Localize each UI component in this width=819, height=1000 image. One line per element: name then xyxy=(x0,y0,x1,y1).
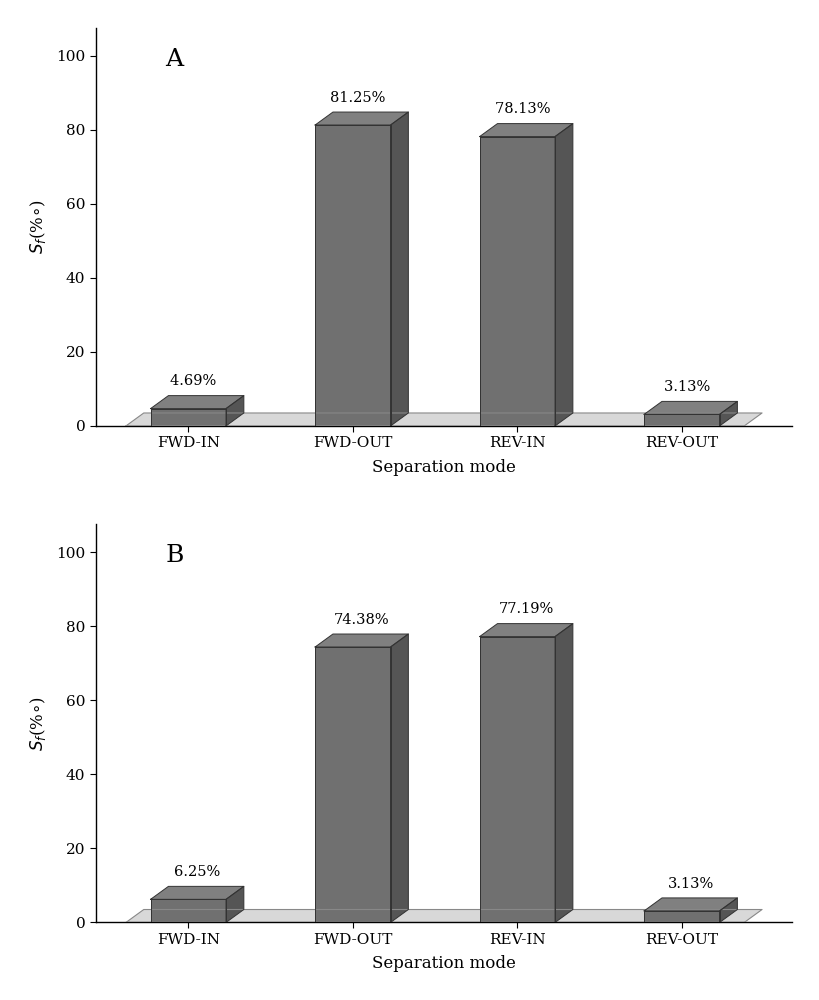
Polygon shape xyxy=(644,898,736,911)
Polygon shape xyxy=(226,886,243,922)
Polygon shape xyxy=(151,899,226,922)
Polygon shape xyxy=(226,396,243,426)
Polygon shape xyxy=(126,413,761,426)
Text: 3.13%: 3.13% xyxy=(663,380,717,394)
X-axis label: Separation mode: Separation mode xyxy=(372,955,515,972)
Polygon shape xyxy=(314,647,390,922)
Polygon shape xyxy=(314,112,408,125)
Polygon shape xyxy=(644,401,736,414)
Text: 4.69%: 4.69% xyxy=(170,374,224,388)
Polygon shape xyxy=(644,911,719,922)
Text: 74.38%: 74.38% xyxy=(333,613,389,627)
Polygon shape xyxy=(479,624,572,637)
Y-axis label: $S_f$(%$\circ$): $S_f$(%$\circ$) xyxy=(28,696,48,751)
Text: A: A xyxy=(165,48,183,71)
Polygon shape xyxy=(151,396,243,409)
Polygon shape xyxy=(314,125,390,426)
Text: 78.13%: 78.13% xyxy=(494,102,557,116)
Polygon shape xyxy=(554,624,572,922)
Polygon shape xyxy=(719,898,736,922)
Text: 6.25%: 6.25% xyxy=(174,865,220,879)
Polygon shape xyxy=(126,910,761,922)
X-axis label: Separation mode: Separation mode xyxy=(372,459,515,476)
Polygon shape xyxy=(479,137,554,426)
Polygon shape xyxy=(479,124,572,137)
Polygon shape xyxy=(390,112,408,426)
Text: 81.25%: 81.25% xyxy=(330,91,392,105)
Text: B: B xyxy=(165,544,183,567)
Polygon shape xyxy=(151,886,243,899)
Polygon shape xyxy=(554,124,572,426)
Polygon shape xyxy=(719,401,736,426)
Polygon shape xyxy=(151,409,226,426)
Polygon shape xyxy=(644,414,719,426)
Text: 77.19%: 77.19% xyxy=(498,602,553,616)
Polygon shape xyxy=(390,634,408,922)
Polygon shape xyxy=(314,634,408,647)
Y-axis label: $S_f$(%$\circ$): $S_f$(%$\circ$) xyxy=(28,199,48,254)
Text: 3.13%: 3.13% xyxy=(667,877,713,891)
Polygon shape xyxy=(479,637,554,922)
